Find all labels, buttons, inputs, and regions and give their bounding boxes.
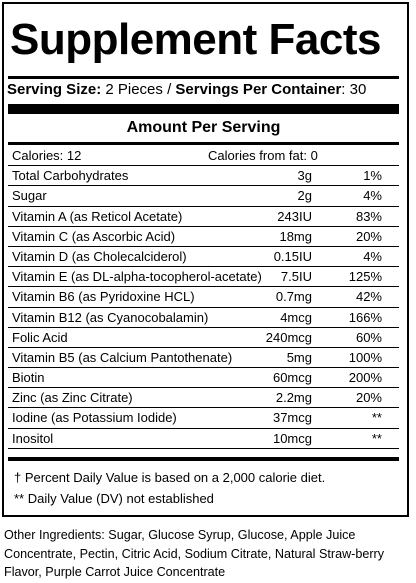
nutrient-amount: 3g xyxy=(297,168,312,184)
nutrient-name: Vitamin D (as Cholecalciderol) xyxy=(12,248,187,264)
footnote-rule xyxy=(8,457,399,461)
nutrient-daily-value: ** xyxy=(371,430,382,446)
supplement-facts-panel xyxy=(2,2,409,517)
nutrient-amount: 243IU xyxy=(277,208,312,224)
nutrient-name: Vitamin B12 (as Cyanocobalamin) xyxy=(12,309,209,325)
nutrient-daily-value: 20% xyxy=(355,390,382,406)
servings-per-container-value: : 30 xyxy=(341,81,367,98)
nutrient-amount: 2.2mg xyxy=(275,390,312,406)
footnote-not-established: ** Daily Value (DV) not established xyxy=(14,491,214,506)
nutrient-daily-value: 60% xyxy=(355,329,382,345)
nutrient-row: Zinc (as Zinc Citrate) 2.2mg 20% xyxy=(8,388,399,409)
other-ingredients: Other Ingredients: Sugar, Glucose Syrup,… xyxy=(4,528,385,579)
nutrient-row: Total Carbohydrates 3g 1% xyxy=(8,166,399,187)
calories-from-fat: Calories from fat: 0 xyxy=(208,148,318,163)
nutrient-row: Biotin 60mcg 200% xyxy=(8,368,399,389)
nutrient-amount: 0.7mg xyxy=(275,289,312,305)
nutrient-name: Vitamin E (as DL-alpha-tocopherol-acetat… xyxy=(12,269,262,285)
amount-per-serving-header: Amount Per Serving xyxy=(126,119,281,136)
nutrient-amount: 2g xyxy=(297,188,312,204)
nutrient-daily-value: 1% xyxy=(363,168,382,184)
calories-row: Calories: 12 Calories from fat: 0 xyxy=(8,146,399,167)
nutrient-amount: 7.5IU xyxy=(280,269,312,285)
nutrient-row: Sugar 2g 4% xyxy=(8,186,399,207)
nutrient-daily-value: 125% xyxy=(348,269,382,285)
nutrient-row: Iodine (as Potassium Iodide) 37mcg ** xyxy=(8,408,399,429)
nutrient-name: Vitamin B6 (as Pyridoxine HCL) xyxy=(12,289,195,305)
nutrient-daily-value: 100% xyxy=(348,349,382,365)
panel-title: Supplement Facts xyxy=(10,15,381,64)
nutrient-daily-value: 166% xyxy=(348,309,382,325)
header-rule xyxy=(8,142,399,145)
nutrient-name: Zinc (as Zinc Citrate) xyxy=(12,390,133,406)
nutrient-row: Folic Acid 240mcg 60% xyxy=(8,328,399,348)
nutrient-daily-value: ** xyxy=(371,410,382,426)
nutrient-amount: 37mcg xyxy=(272,410,312,426)
title-rule xyxy=(8,76,399,79)
nutrient-daily-value: 4% xyxy=(363,248,382,264)
nutrient-name: Total Carbohydrates xyxy=(12,168,129,184)
nutrient-amount: 4mcg xyxy=(280,309,312,325)
nutrient-name: Inositol xyxy=(12,430,54,446)
nutrient-row: Vitamin D (as Cholecalciderol) 0.15IU 4% xyxy=(8,247,399,268)
nutrient-daily-value: 83% xyxy=(355,208,382,224)
nutrient-amount: 0.15IU xyxy=(273,248,312,264)
nutrient-amount: 60mcg xyxy=(272,370,312,386)
nutrient-name: Sugar xyxy=(12,188,47,204)
serving-info: Serving Size: 2 Pieces / Servings Per Co… xyxy=(7,80,366,100)
nutrient-amount: 240mcg xyxy=(265,329,312,345)
nutrient-name: Iodine (as Potassium Iodide) xyxy=(12,410,177,426)
nutrient-daily-value: 42% xyxy=(355,289,382,305)
nutrient-amount: 18mg xyxy=(279,228,312,244)
nutrient-daily-value: 20% xyxy=(355,228,382,244)
calories-label: Calories: 12 xyxy=(12,148,82,163)
serving-size-value: 2 Pieces / xyxy=(101,81,176,98)
nutrient-row: Vitamin B12 (as Cyanocobalamin) 4mcg 166% xyxy=(8,308,399,328)
nutrient-row: Inositol 10mcg ** xyxy=(8,429,399,449)
serving-size-label: Serving Size: xyxy=(7,81,102,98)
servings-per-container-label: Servings Per Container xyxy=(175,81,342,98)
nutrient-name: Folic Acid xyxy=(12,329,68,345)
nutrient-amount: 5mg xyxy=(286,349,312,365)
thick-rule xyxy=(8,104,399,114)
nutrient-amount: 10mcg xyxy=(272,430,312,446)
nutrient-name: Vitamin B5 (as Calcium Pantothenate) xyxy=(12,349,233,365)
nutrient-row: Vitamin B6 (as Pyridoxine HCL) 0.7mg 42% xyxy=(8,287,399,308)
footnote-daily-value: † Percent Daily Value is based on a 2,00… xyxy=(14,470,326,485)
nutrient-row: Vitamin A (as Reticol Acetate) 243IU 83% xyxy=(8,207,399,227)
nutrient-row: Vitamin C (as Ascorbic Acid) 18mg 20% xyxy=(8,227,399,247)
nutrient-daily-value: 200% xyxy=(348,370,382,386)
nutrient-daily-value: 4% xyxy=(363,188,382,204)
nutrient-rows: Total Carbohydrates 3g 1% Sugar 2g 4% Vitamin … xyxy=(8,166,399,449)
nutrient-name: Vitamin A (as Reticol Acetate) xyxy=(12,208,183,224)
nutrient-row: Vitamin E (as DL-alpha-tocopherol-acetat… xyxy=(8,267,399,288)
nutrient-table: Calories: 12 Calories from fat: 0 Total … xyxy=(8,146,399,449)
nutrient-row: Vitamin B5 (as Calcium Pantothenate) 5mg 1… xyxy=(8,348,399,369)
nutrient-name: Biotin xyxy=(12,370,45,386)
nutrient-name: Vitamin C (as Ascorbic Acid) xyxy=(12,228,176,244)
